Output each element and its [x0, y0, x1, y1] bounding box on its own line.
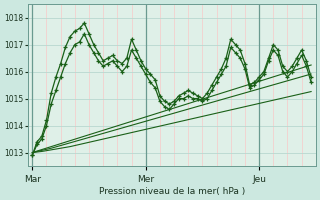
X-axis label: Pression niveau de la mer( hPa ): Pression niveau de la mer( hPa )	[99, 187, 245, 196]
